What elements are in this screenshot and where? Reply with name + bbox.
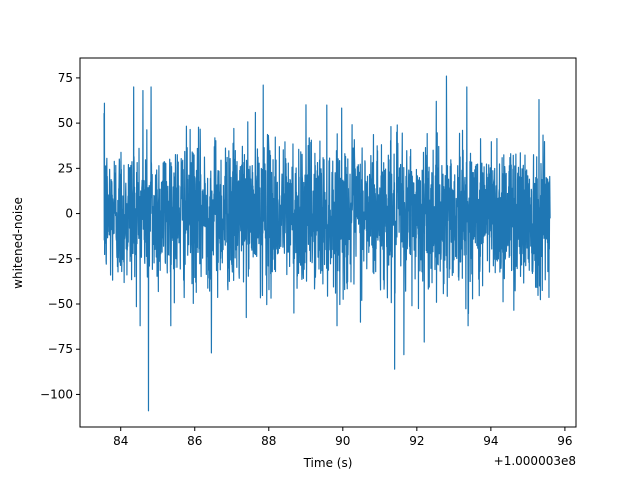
y-tick-label: 50	[58, 116, 73, 130]
y-tick-label: 25	[58, 161, 73, 175]
y-axis-ticks: 75 50 25 0 −25 −50 −75 −100	[40, 71, 80, 401]
x-tick-label: 92	[409, 434, 424, 448]
y-tick-label: −75	[48, 342, 73, 356]
y-tick-label: −100	[40, 387, 73, 401]
y-tick-label: −50	[48, 297, 73, 311]
y-tick-label: 75	[58, 71, 73, 85]
x-tick-label: 88	[261, 434, 276, 448]
axes-frame	[79, 57, 577, 428]
x-tick-label: 90	[335, 434, 350, 448]
x-tick-label: 84	[113, 434, 128, 448]
y-tick-label: 0	[65, 207, 73, 221]
y-tick-label: −25	[48, 252, 73, 266]
x-offset-label: +1.000003e8	[494, 454, 576, 468]
series-line-whitened-noise	[103, 75, 551, 412]
x-tick-label: 96	[557, 434, 572, 448]
plot-area	[103, 75, 551, 412]
x-axis-label: Time (s)	[303, 456, 353, 470]
x-tick-label: 86	[187, 434, 202, 448]
y-axis-label: whitened-noise	[11, 197, 25, 289]
x-axis-ticks: 84 86 88 90 92 94 96	[113, 427, 573, 448]
x-tick-label: 94	[483, 434, 498, 448]
